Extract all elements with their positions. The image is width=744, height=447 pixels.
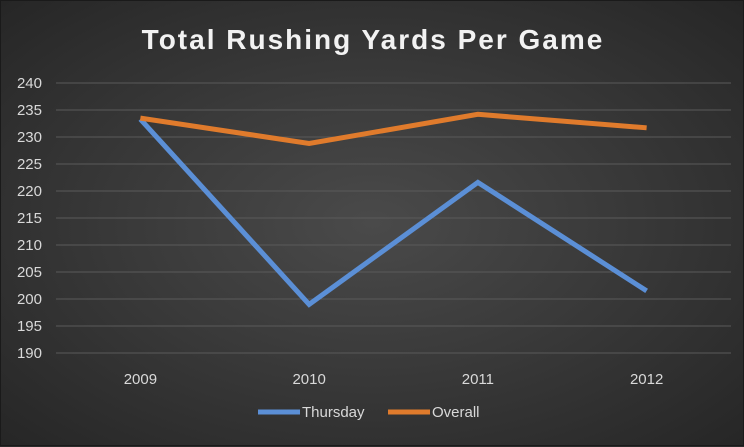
y-tick-label: 240	[17, 75, 42, 92]
gridlines	[56, 82, 731, 354]
y-tick-label: 215	[17, 210, 42, 227]
y-tick-label: 200	[17, 291, 42, 308]
x-tick-label: 2010	[292, 371, 325, 388]
x-tick-label: 2009	[124, 371, 157, 388]
x-axis-tick-labels: 2009 2010 2011 2012	[124, 371, 664, 388]
legend: Thursday Overall	[258, 404, 480, 421]
y-tick-label: 230	[17, 129, 42, 146]
series-lines	[138, 111, 648, 308]
y-tick-label: 225	[17, 156, 42, 173]
legend-label-thursday: Thursday	[302, 404, 365, 421]
series-line-overall	[140, 111, 647, 147]
legend-label-overall: Overall	[432, 404, 480, 421]
y-tick-label: 190	[17, 345, 42, 362]
y-axis-tick-labels: 190 195 200 205 210 215 220 225 230 235 240	[17, 75, 42, 362]
y-tick-label: 220	[17, 183, 42, 200]
series-line-thursday	[138, 117, 648, 308]
x-tick-label: 2011	[462, 371, 494, 388]
x-tick-label: 2012	[630, 371, 663, 388]
y-tick-label: 205	[17, 264, 42, 281]
y-tick-label: 195	[17, 318, 42, 335]
y-tick-label: 210	[17, 237, 42, 254]
y-tick-label: 235	[17, 102, 42, 119]
chart-title: Total Rushing Yards Per Game	[142, 24, 605, 55]
